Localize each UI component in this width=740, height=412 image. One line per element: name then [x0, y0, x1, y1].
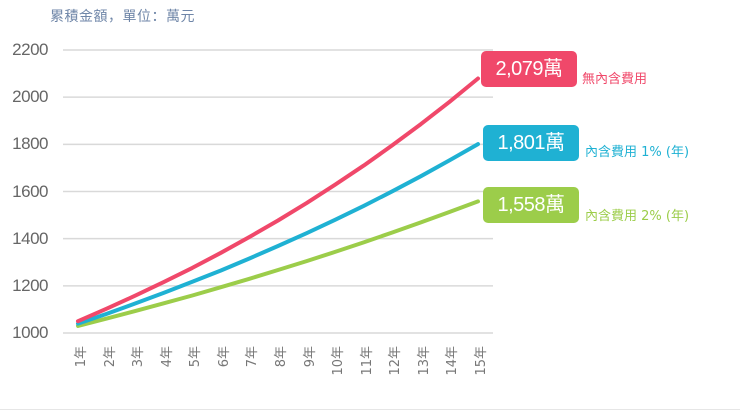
y-tick-label: 1400 [12, 228, 48, 248]
badge-fee-2pct: 1,558萬 [483, 187, 579, 223]
y-tick-label: 1000 [12, 323, 48, 342]
gridlines [63, 49, 493, 334]
x-tick-label: 4年 [159, 346, 175, 368]
bottom-divider [0, 409, 740, 410]
x-tick-label: 1年 [74, 346, 89, 368]
x-tick-label: 13年 [416, 346, 432, 376]
legend-label-no-fee: 無內含費用 [582, 72, 648, 87]
badge-no-fee: 2,079萬 [481, 51, 577, 87]
x-tick-label: 11年 [359, 346, 375, 376]
y-tick-label: 1200 [12, 275, 48, 295]
x-tick-label: 6年 [216, 346, 232, 368]
x-tick-label: 3年 [131, 346, 147, 368]
x-tick-label: 5年 [188, 346, 204, 368]
series-lines [76, 76, 480, 328]
chart-title: 累積金額，單位：萬元 [50, 9, 195, 25]
x-tick-label: 10年 [331, 346, 347, 376]
x-tick-label: 2年 [102, 346, 118, 368]
legend-label-fee-1pct: 內含費用 1% (年) [585, 145, 690, 160]
x-tick-label: 9年 [302, 346, 318, 368]
badge-fee-1pct: 1,801萬 [483, 125, 579, 161]
series-line [76, 142, 480, 326]
y-tick-label: 1800 [12, 134, 48, 154]
x-tick-label: 14年 [445, 346, 461, 376]
y-tick-label: 2200 [12, 40, 48, 59]
y-tick-label: 2000 [12, 87, 48, 107]
series-line [76, 76, 480, 324]
x-tick-label: 15年 [474, 346, 489, 376]
x-tick-label: 8年 [274, 346, 289, 368]
x-tick-label: 12年 [388, 346, 404, 376]
legend-label-fee-2pct: 內含費用 2% (年) [585, 209, 690, 224]
series-line [76, 199, 480, 328]
x-tick-label: 7年 [245, 346, 261, 368]
y-tick-label: 1600 [12, 181, 48, 201]
